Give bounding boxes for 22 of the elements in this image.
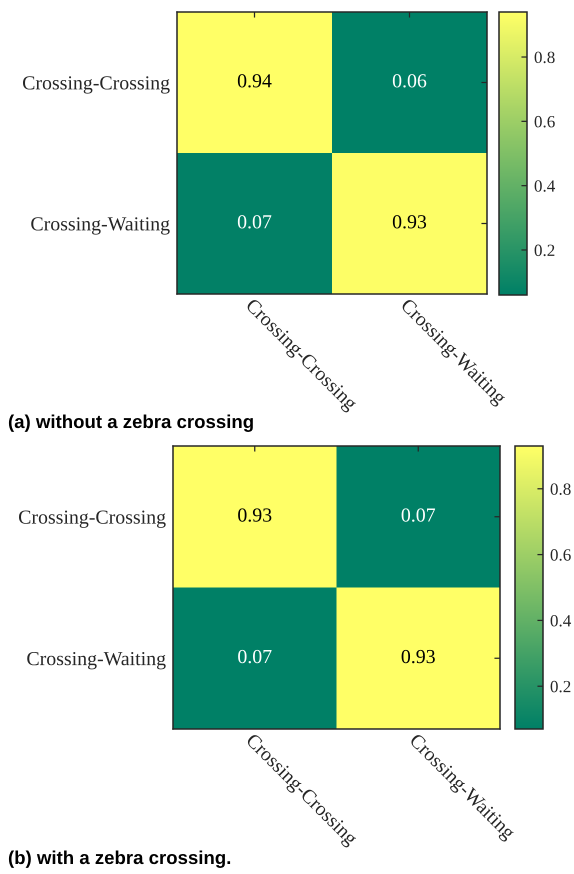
color-bar-label: 0.8 [550,483,571,495]
y-tick-label: Crossing-Crossing [18,510,166,528]
color-bar-label: 0.6 [534,116,555,128]
color-bar-label: 0.2 [550,680,570,692]
data-label: 0.94 [238,74,272,88]
data-label: 0.93 [238,508,272,522]
data-label: 0.93 [392,215,426,229]
data-label: 0.07 [238,215,272,229]
color-bar-label: 0.2 [534,244,554,256]
color-bar-label: 0.8 [534,52,555,64]
color-bar-label: 0.4 [550,614,572,627]
text: (b) with a zebra crossing. [8,850,230,868]
y-tick-label: Crossing-Crossing [22,76,170,94]
data-label: 0.07 [238,650,272,664]
text: (a) without a zebra crossing [8,414,253,432]
color-bar-label: 0.4 [534,180,556,192]
data-label: 0.07 [402,508,436,522]
color-bar-label: 0.6 [550,549,571,561]
data-label: 0.06 [392,74,426,88]
data-label: 0.93 [402,650,435,664]
y-tick-label: Crossing-Waiting [27,652,166,670]
y-tick-label: Crossing-Waiting [31,217,170,235]
